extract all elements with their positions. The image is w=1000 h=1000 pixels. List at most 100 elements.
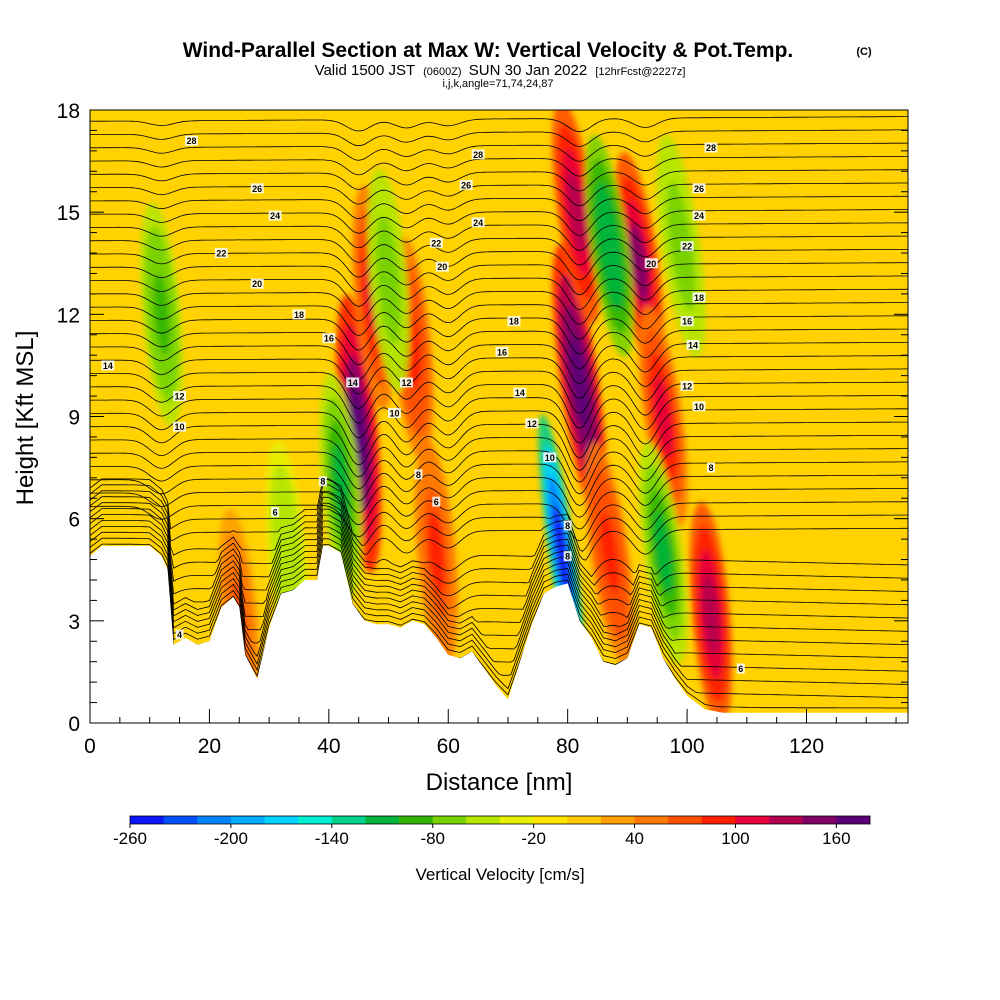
contour-label: 8 xyxy=(563,551,572,562)
y-axis-title: Height [Kft MSL] xyxy=(12,331,39,506)
contour-label-text: 28 xyxy=(473,150,483,160)
theta-contour xyxy=(90,508,908,609)
contour-label: 16 xyxy=(680,316,694,327)
contour-label-text: 20 xyxy=(437,262,447,272)
theta-contour xyxy=(90,502,908,597)
contour-label-bg xyxy=(692,183,706,194)
velocity-cell xyxy=(380,239,397,322)
theta-contour xyxy=(90,342,908,385)
contour-label-bg xyxy=(322,333,336,344)
theta-contour xyxy=(90,474,908,518)
velocity-cell xyxy=(629,222,649,304)
x-tick-label: 0 xyxy=(84,735,96,758)
theta-contour xyxy=(90,484,908,561)
colorbar-swatch xyxy=(466,816,501,824)
theta-contour xyxy=(90,302,908,340)
contour-label-text: 24 xyxy=(270,211,280,221)
contour-label-text: 16 xyxy=(682,317,692,327)
contour-label-bg xyxy=(399,377,413,388)
colorbar-swatch xyxy=(836,816,871,824)
colorbar-swatch xyxy=(735,816,770,824)
contour-label-bg xyxy=(414,469,423,480)
theta-contour xyxy=(90,262,908,296)
contour-label: 10 xyxy=(388,408,402,419)
y-tick-label: 0 xyxy=(68,713,80,736)
contour-label-bg xyxy=(214,248,228,259)
contour-label-text: 20 xyxy=(252,279,262,289)
contour-label: 6 xyxy=(736,663,745,674)
theta-contour xyxy=(90,195,908,222)
colorbar-swatch xyxy=(769,816,804,824)
theta-contour xyxy=(90,156,908,177)
contour-label-text: 8 xyxy=(416,470,421,480)
theta-contour xyxy=(90,478,908,552)
contour-label-text: 22 xyxy=(216,249,226,259)
contour-label-bg xyxy=(173,421,187,432)
contour-label-bg xyxy=(346,377,360,388)
colorbar-swatch xyxy=(533,816,568,824)
contour-label-bg xyxy=(459,179,473,190)
velocity-cell xyxy=(653,375,673,458)
theta-contour xyxy=(90,514,908,619)
contour-label: 8 xyxy=(318,476,327,487)
theta-contours xyxy=(90,116,908,709)
contour-label-bg xyxy=(388,408,402,419)
contour-label-bg xyxy=(543,452,557,463)
contour-label-text: 18 xyxy=(509,317,519,327)
contour-label-text: 14 xyxy=(688,340,698,350)
y-tick-label: 6 xyxy=(68,509,80,532)
colorbar xyxy=(129,815,871,825)
contour-label: 26 xyxy=(692,183,706,194)
contour-label-text: 26 xyxy=(252,184,262,194)
theta-contour xyxy=(90,235,908,266)
theta-contour xyxy=(90,543,908,685)
contour-label-bg xyxy=(706,462,715,473)
contour-label: 4 xyxy=(175,629,184,640)
subtitle-forecast: [12hrFcst@2227z] xyxy=(595,66,685,78)
theta-contour xyxy=(90,381,908,429)
contour-label: 26 xyxy=(250,183,264,194)
contour-label-text: 18 xyxy=(294,310,304,320)
x-tick-label: 20 xyxy=(198,735,221,758)
contour-label-bg xyxy=(680,380,694,391)
contour-label-text: 26 xyxy=(694,184,704,194)
colorbar-tick-labels: -260 -200 -140 -80 -20 40 100 160 xyxy=(113,824,851,848)
colorbar-frame xyxy=(129,815,871,825)
contour-label: 28 xyxy=(471,149,485,160)
colorbar-swatch xyxy=(197,816,232,824)
contour-label-bg xyxy=(471,217,485,228)
chart-title-unit: (C) xyxy=(856,46,872,58)
plot-background xyxy=(90,110,908,723)
colorbar-tick-label: 40 xyxy=(625,829,644,848)
contour-label-bg xyxy=(644,258,658,269)
contour-label-bg xyxy=(692,210,706,221)
theta-contour xyxy=(90,288,908,325)
colorbar-title: Vertical Velocity [cm/s] xyxy=(415,865,584,884)
theta-contour xyxy=(90,328,908,370)
theta-contour xyxy=(90,490,908,578)
y-tick-label: 9 xyxy=(68,407,80,430)
velocity-cell xyxy=(569,335,590,430)
contour-label: 24 xyxy=(692,210,706,221)
contour-label: 18 xyxy=(507,316,521,327)
contour-label: 14 xyxy=(101,360,115,371)
x-axis-title: Distance [nm] xyxy=(426,769,573,796)
velocity-cell xyxy=(600,205,619,287)
colorbar-swatch xyxy=(432,816,467,824)
contour-label-text: 16 xyxy=(324,334,334,344)
colorbar-tick-label: -20 xyxy=(521,829,546,848)
theta-contour xyxy=(90,116,908,133)
contour-label-text: 6 xyxy=(434,497,439,507)
contour-label-text: 6 xyxy=(738,664,743,674)
contour-label: 12 xyxy=(399,377,413,388)
contour-label-text: 28 xyxy=(706,143,716,153)
contour-label: 22 xyxy=(429,237,443,248)
contour-label-text: 12 xyxy=(401,378,411,388)
contour-label-bg xyxy=(680,316,694,327)
colorbar-swatch xyxy=(701,816,736,824)
contour-label: 26 xyxy=(459,179,473,190)
contour-label-bg xyxy=(563,520,572,531)
contour-label-text: 24 xyxy=(473,218,483,228)
contour-label: 12 xyxy=(173,391,187,402)
